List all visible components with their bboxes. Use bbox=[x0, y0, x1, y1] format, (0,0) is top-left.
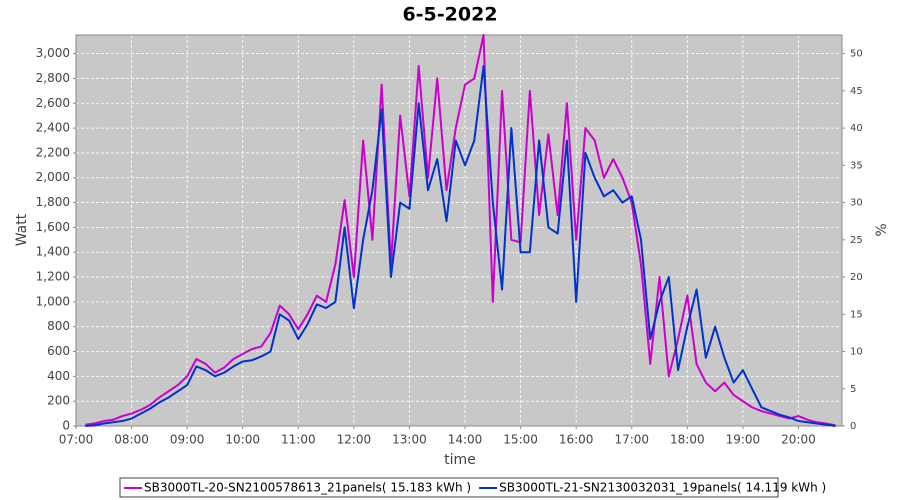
x-tick-label: 17:00 bbox=[614, 433, 649, 447]
y-tick-label: 2,000 bbox=[36, 170, 70, 184]
y2-tick-label: 25 bbox=[850, 235, 863, 246]
y-tick-label: 2,600 bbox=[36, 96, 70, 110]
x-tick-label: 14:00 bbox=[448, 433, 483, 447]
y2-tick-label: 40 bbox=[850, 123, 863, 134]
y2-tick-label: 20 bbox=[850, 272, 863, 283]
x-tick-label: 20:00 bbox=[781, 433, 816, 447]
y2-tick-label: 35 bbox=[850, 160, 863, 171]
legend-label: SB3000TL-21-SN2130032031_19panels( 14.11… bbox=[499, 481, 826, 495]
y2-tick-label: 15 bbox=[850, 309, 863, 320]
y2-tick-label: 45 bbox=[850, 86, 863, 97]
y-tick-label: 2,200 bbox=[36, 145, 70, 159]
x-tick-label: 16:00 bbox=[559, 433, 594, 447]
y-tick-label: 1,600 bbox=[36, 220, 70, 234]
y-tick-label: 600 bbox=[47, 344, 70, 358]
legend-box bbox=[119, 477, 779, 498]
y-tick-label: 1,800 bbox=[36, 195, 70, 209]
x-tick-label: 11:00 bbox=[281, 433, 316, 447]
plot-area bbox=[76, 35, 842, 426]
y-tick-label: 400 bbox=[47, 369, 70, 383]
chart-title: 6-5-2022 bbox=[402, 4, 497, 26]
y2-tick-label: 0 bbox=[850, 421, 856, 432]
x-tick-label: 15:00 bbox=[503, 433, 538, 447]
y2-tick-label: 5 bbox=[850, 384, 856, 395]
y-tick-label: 1,000 bbox=[36, 294, 70, 308]
y-tick-label: 200 bbox=[47, 394, 70, 408]
x-tick-label: 19:00 bbox=[726, 433, 761, 447]
y-tick-label: 0 bbox=[62, 419, 70, 433]
y-tick-label: 3,000 bbox=[36, 46, 70, 60]
x-tick-label: 10:00 bbox=[225, 433, 260, 447]
y2-axis-label: % bbox=[874, 223, 890, 236]
x-tick-label: 07:00 bbox=[59, 433, 94, 447]
x-axis-label: time bbox=[444, 452, 476, 468]
x-tick-label: 12:00 bbox=[337, 433, 372, 447]
x-tick-label: 13:00 bbox=[392, 433, 427, 447]
x-tick-label: 09:00 bbox=[170, 433, 205, 447]
y2-tick-label: 30 bbox=[850, 198, 863, 209]
y-tick-label: 2,400 bbox=[36, 121, 70, 135]
x-tick-label: 08:00 bbox=[114, 433, 149, 447]
series-line bbox=[85, 65, 836, 427]
plot-border bbox=[75, 34, 843, 427]
series-line bbox=[85, 34, 836, 427]
y-tick-label: 1,400 bbox=[36, 245, 70, 259]
y2-tick-label: 10 bbox=[850, 347, 863, 358]
y2-tick-label: 50 bbox=[850, 49, 863, 60]
y-axis-label: Watt bbox=[14, 213, 30, 246]
legend-label: SB3000TL-20-SN2100578613_21panels( 15.18… bbox=[144, 481, 471, 495]
x-tick-label: 18:00 bbox=[670, 433, 705, 447]
y-tick-label: 2,800 bbox=[36, 71, 70, 85]
y-tick-label: 800 bbox=[47, 319, 70, 333]
y-tick-label: 1,200 bbox=[36, 270, 70, 284]
